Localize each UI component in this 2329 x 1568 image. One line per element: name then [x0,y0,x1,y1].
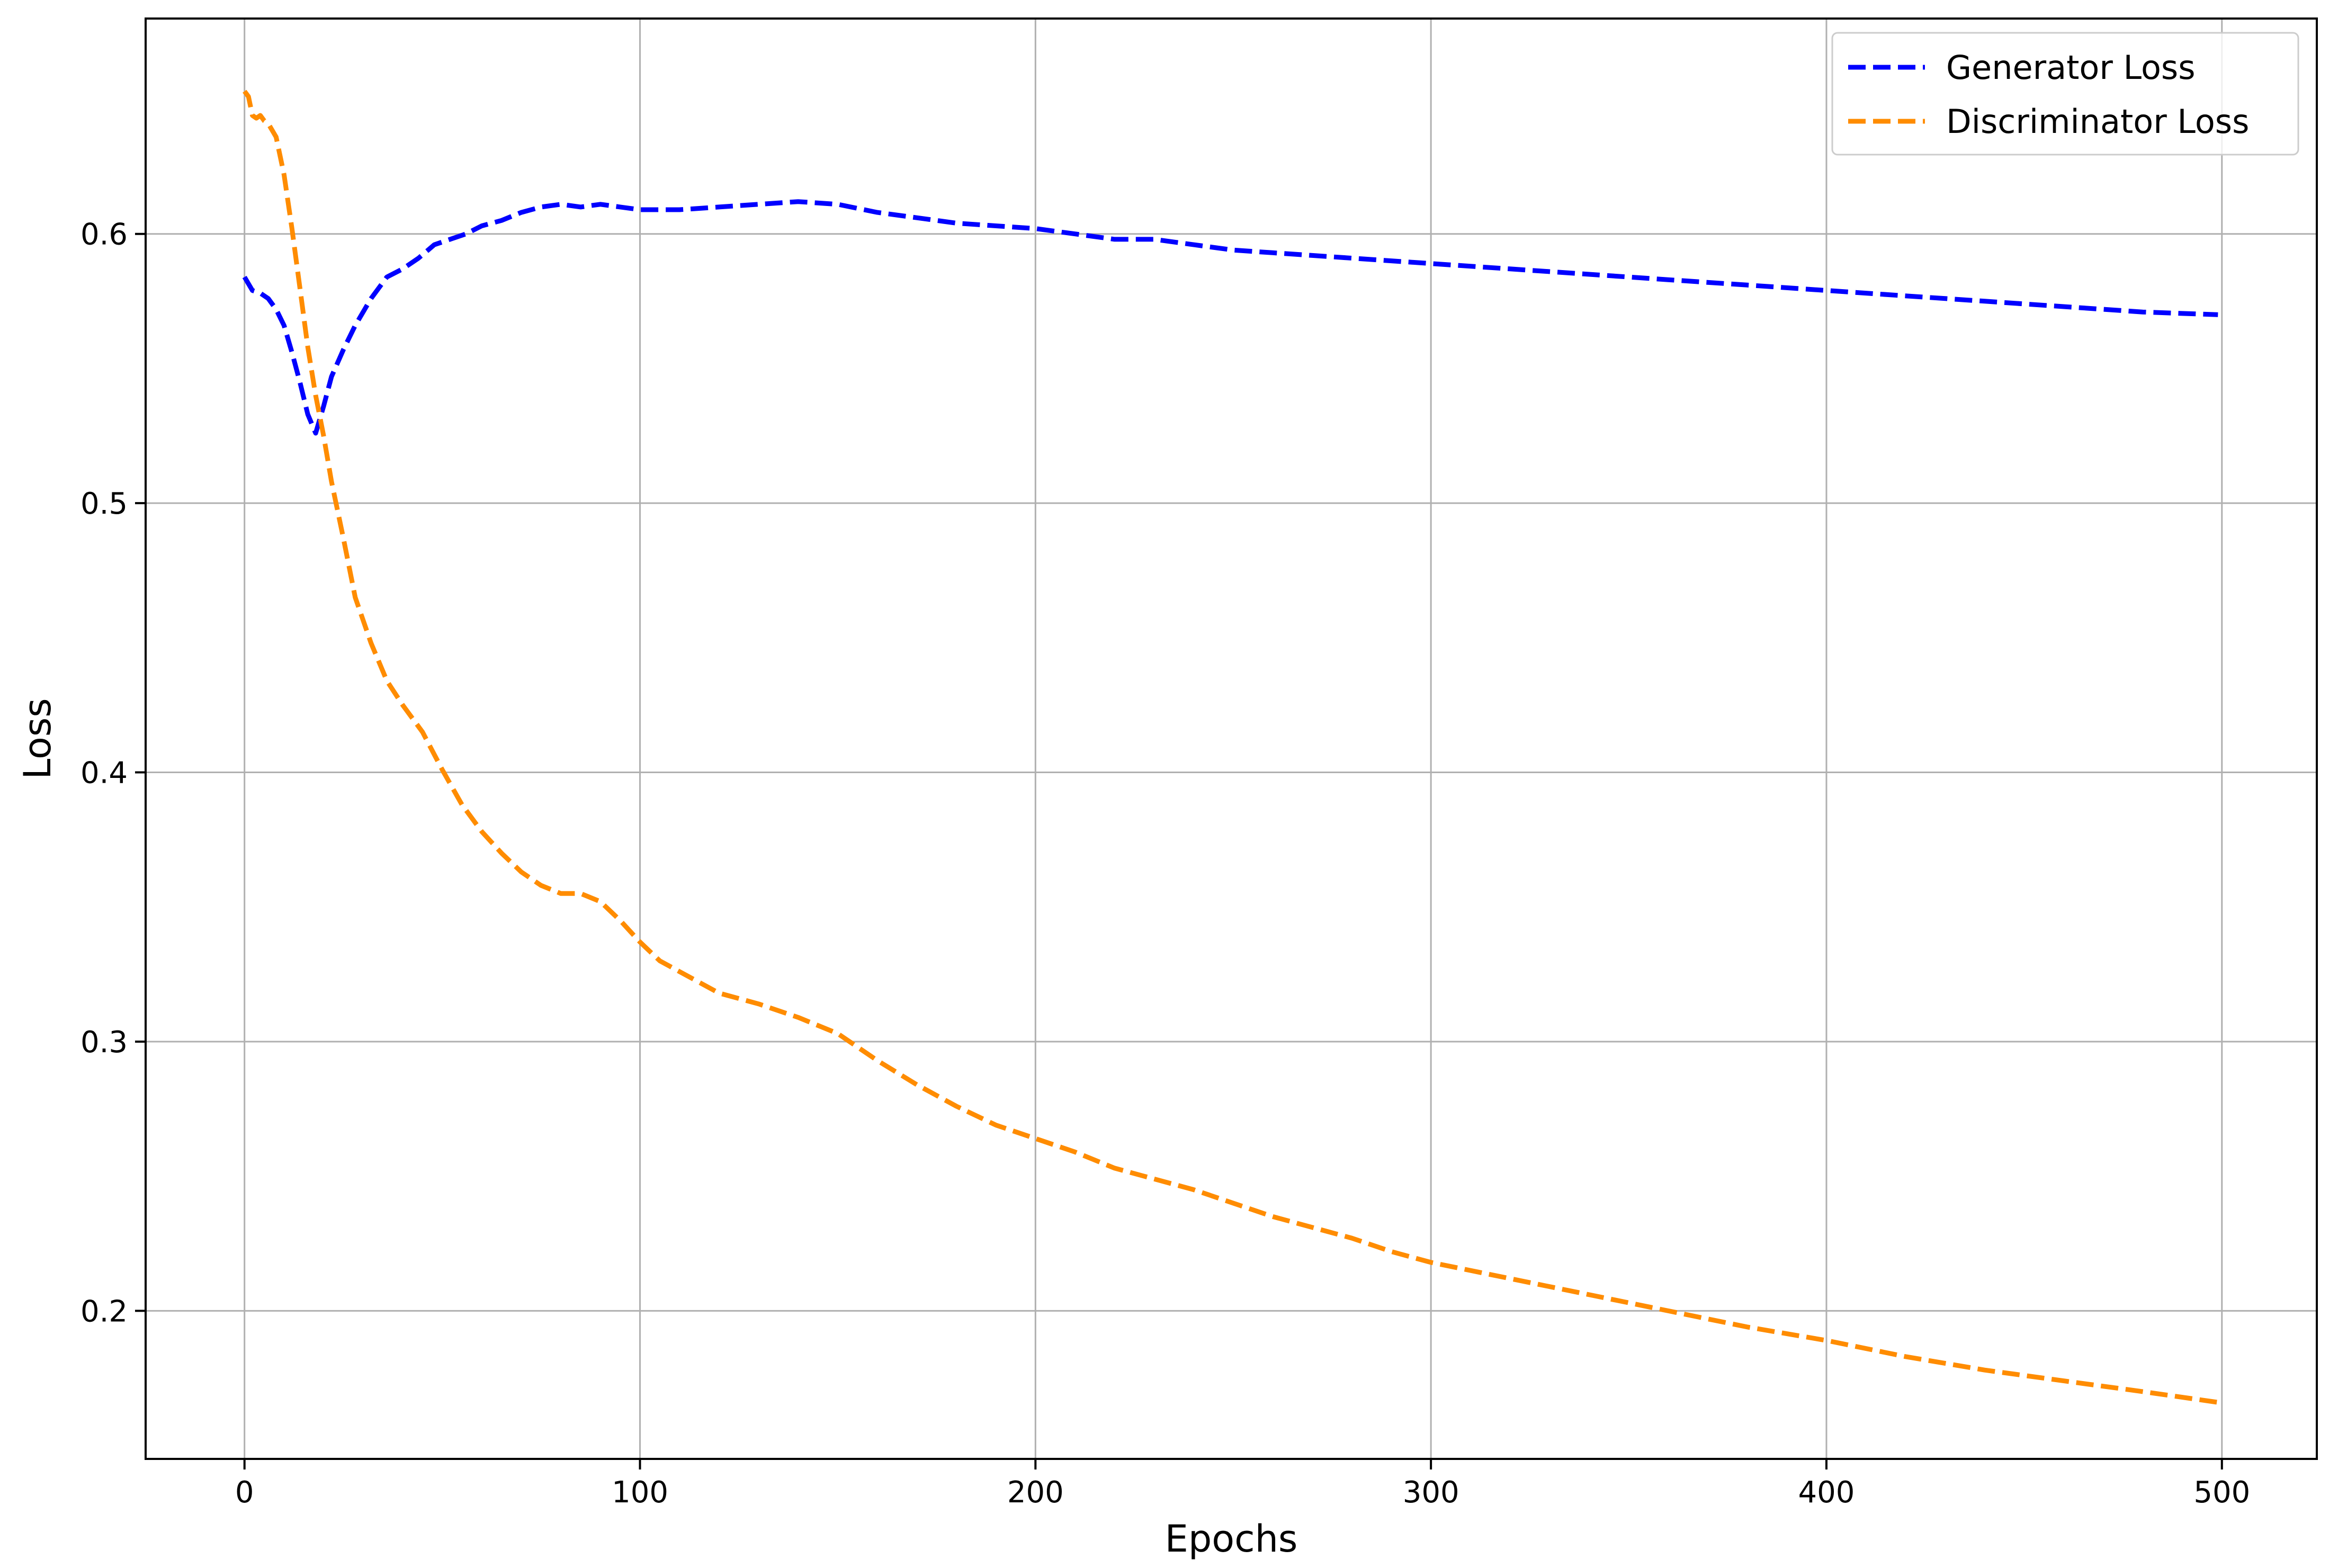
grid-lines [146,19,2317,1459]
y-tick-label: 0.4 [80,756,128,791]
x-tick-label: 100 [612,1475,668,1510]
series-line-generator-loss [242,199,2218,436]
legend-label-discriminator-loss: Discriminator Loss [1946,102,2249,141]
legend-box [1831,32,2299,156]
y-axis-title: Loss [16,698,59,779]
series-layer [242,89,2218,1405]
axis-ticks: 0 100 200 300 400 500 0.2 0.3 0.4 0.5 0.6 [80,218,2250,1510]
x-tick-label: 300 [1403,1475,1459,1510]
y-tick-label: 0.2 [80,1294,128,1329]
y-tick-label: 0.6 [80,218,128,252]
y-tick-label: 0.3 [80,1025,128,1060]
legend-label-generator-loss: Generator Loss [1946,48,2196,87]
x-tick-label: 500 [2193,1475,2250,1510]
y-tick-label: 0.5 [80,487,128,521]
x-tick-label: 400 [1798,1475,1855,1510]
x-axis-title: Epochs [1165,1517,1298,1561]
series-line-discriminator-loss [243,89,2218,1405]
x-tick-label: 200 [1007,1475,1064,1510]
x-tick-label: 0 [235,1475,254,1510]
plot-frame [145,17,2318,1460]
legend: Generator Loss Discriminator Loss [1831,32,2299,156]
